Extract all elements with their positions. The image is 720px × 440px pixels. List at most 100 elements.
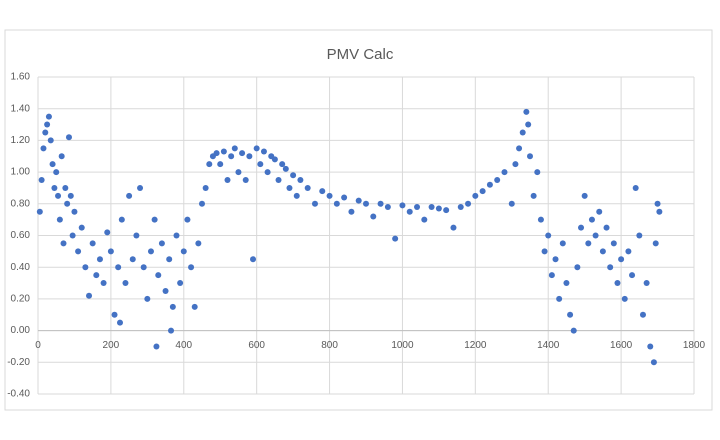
point	[246, 153, 253, 160]
point	[508, 200, 515, 207]
point	[65, 134, 72, 141]
x-tick-label: 1800	[683, 340, 706, 351]
y-tick-label: 0.60	[11, 230, 31, 241]
point	[472, 192, 479, 199]
point	[625, 248, 632, 255]
point	[457, 203, 464, 210]
point	[206, 161, 213, 168]
point	[326, 192, 333, 199]
point	[253, 145, 260, 152]
point	[257, 161, 264, 168]
point	[293, 192, 300, 199]
point	[643, 280, 650, 287]
point	[117, 319, 123, 326]
point	[650, 359, 657, 366]
point	[428, 203, 435, 210]
y-tick-label: 0.20	[11, 294, 31, 305]
point	[224, 177, 231, 184]
point	[392, 235, 399, 242]
point	[501, 169, 508, 176]
point	[122, 280, 129, 287]
point	[126, 192, 133, 199]
point	[377, 200, 384, 207]
point	[610, 240, 617, 247]
point	[304, 184, 311, 191]
point	[406, 208, 413, 215]
point	[162, 287, 169, 294]
point	[231, 145, 238, 152]
point	[44, 121, 51, 128]
point	[486, 181, 493, 188]
point	[115, 264, 122, 271]
point	[512, 161, 519, 168]
point	[552, 256, 559, 263]
point	[235, 169, 242, 176]
point	[574, 264, 581, 271]
point	[169, 303, 176, 310]
x-tick-label: 800	[321, 340, 338, 351]
point	[67, 192, 74, 199]
y-tick-label: 1.00	[11, 167, 31, 178]
x-tick-label: 0	[35, 340, 41, 351]
point	[414, 203, 421, 210]
point	[588, 216, 595, 223]
point	[275, 177, 282, 184]
point	[636, 232, 643, 239]
point	[264, 169, 271, 176]
point	[49, 161, 56, 168]
point	[567, 311, 574, 318]
point	[286, 184, 293, 191]
y-tick-label: -0.40	[7, 389, 30, 400]
point	[166, 256, 173, 263]
point	[548, 272, 555, 279]
point	[82, 264, 89, 271]
point	[155, 272, 162, 279]
point	[89, 240, 96, 247]
y-tick-label: 0.00	[11, 325, 31, 336]
point	[450, 224, 457, 231]
point	[647, 343, 654, 350]
point	[58, 153, 65, 160]
point	[592, 232, 599, 239]
point	[596, 208, 603, 215]
point	[180, 248, 187, 255]
point	[578, 224, 585, 231]
point	[168, 327, 175, 334]
point	[290, 172, 297, 179]
point	[147, 248, 154, 255]
point	[355, 197, 362, 204]
point	[530, 192, 537, 199]
point	[654, 200, 661, 207]
point	[370, 213, 377, 220]
point	[297, 177, 304, 184]
point	[479, 188, 486, 195]
point	[603, 224, 610, 231]
chart-title: PMV Calc	[327, 46, 394, 63]
point	[53, 169, 60, 176]
point	[184, 216, 191, 223]
point	[527, 153, 533, 160]
point	[199, 200, 205, 207]
point	[319, 188, 326, 195]
point	[559, 240, 566, 247]
point	[537, 216, 544, 223]
point	[151, 216, 158, 223]
point	[78, 224, 85, 231]
point	[60, 240, 67, 247]
point	[282, 165, 289, 172]
point	[443, 207, 450, 214]
point	[585, 240, 592, 247]
x-tick-label: 600	[248, 340, 265, 351]
point	[516, 145, 523, 152]
point	[86, 292, 93, 299]
point	[104, 229, 111, 236]
point	[69, 232, 76, 239]
point	[195, 240, 202, 247]
point	[260, 148, 267, 155]
point	[177, 280, 184, 287]
y-tick-label: 0.40	[11, 262, 31, 273]
y-tick-label: 1.20	[11, 135, 31, 146]
point	[107, 248, 114, 255]
point	[228, 153, 235, 160]
point	[545, 232, 552, 239]
